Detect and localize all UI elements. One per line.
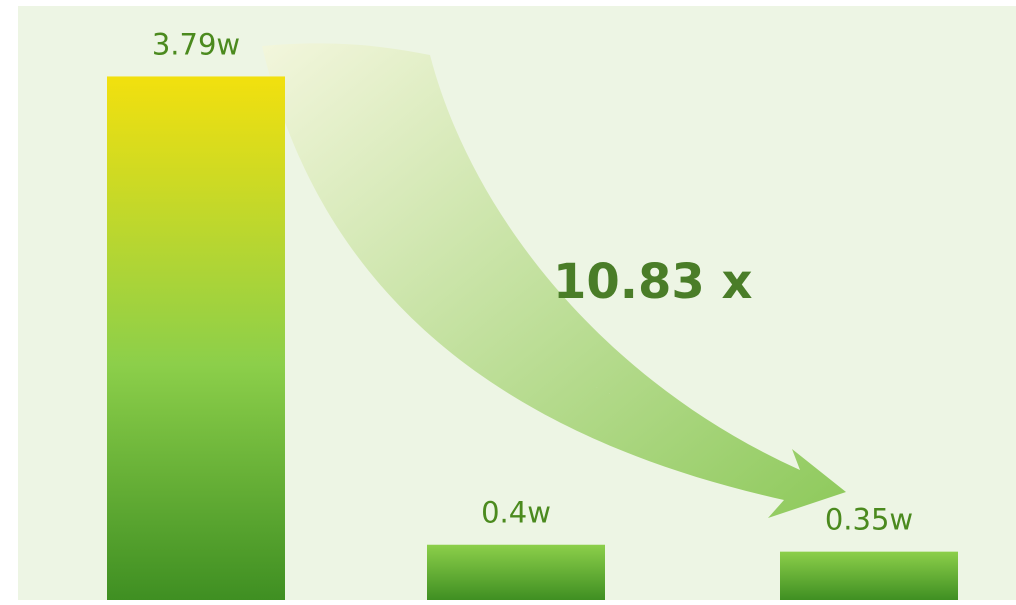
reduction-arrow: [262, 43, 846, 518]
bar-value-label-1: 3.79w: [152, 27, 240, 61]
bar-1: [107, 76, 285, 600]
bars-layer: [107, 76, 958, 600]
labels-layer: 3.79w 0.4w 0.35w: [152, 27, 913, 536]
bar-2: [427, 544, 605, 600]
bar-value-label-2: 0.4w: [481, 496, 551, 530]
reduction-ratio-label: 10.83 x: [553, 254, 753, 310]
bar-3: [780, 551, 958, 600]
bar-value-label-3: 0.35w: [825, 503, 913, 537]
